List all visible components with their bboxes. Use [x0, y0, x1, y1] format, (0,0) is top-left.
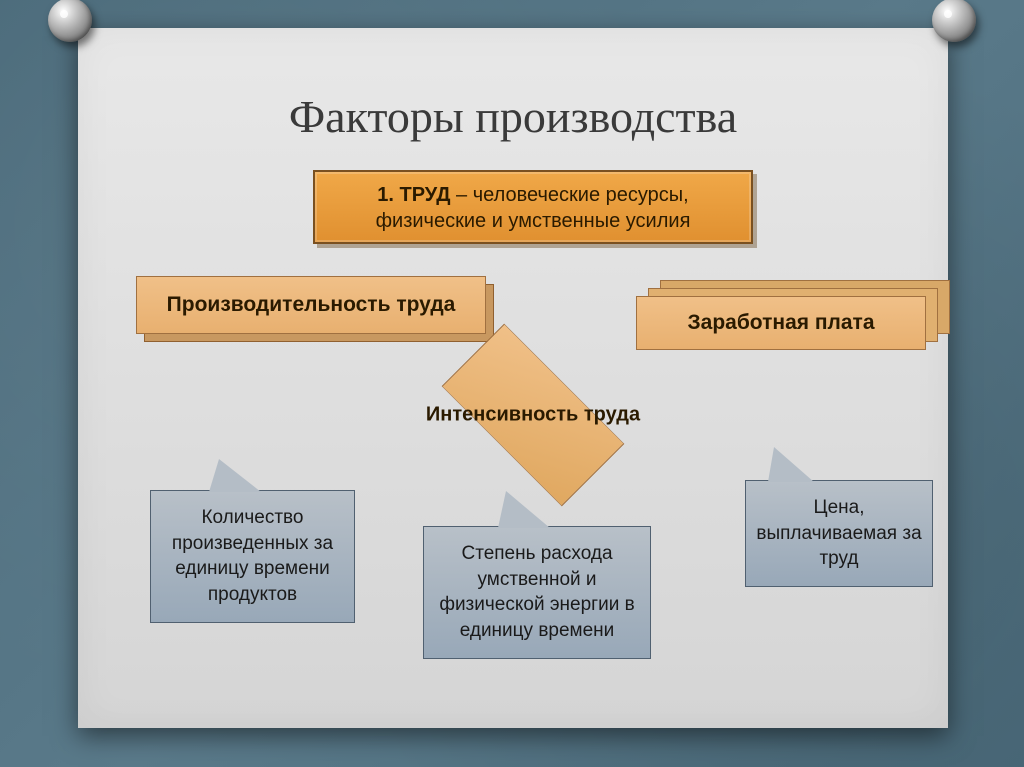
callout-tail-icon — [498, 491, 550, 528]
callout-text: Количество произведенных за единицу врем… — [172, 507, 333, 605]
pushpin-icon — [932, 0, 976, 42]
intensity-diamond-wrap: Интенсивность труда — [383, 350, 683, 480]
callout-tail-icon — [768, 447, 814, 482]
callout-text: Степень расхода умственной и физической … — [439, 543, 634, 641]
main-term: 1. ТРУД — [377, 184, 450, 206]
salary-box: Заработная плата — [636, 296, 926, 350]
salary-box-stack: Заработная плата — [636, 280, 946, 338]
callout-text: Цена, выплачиваемая за труд — [756, 497, 921, 569]
slide-title: Факторы производства — [78, 90, 948, 143]
callout-tail-icon — [209, 459, 261, 492]
pushpin-icon — [48, 0, 92, 42]
paper-sheet: Факторы производства 1. ТРУД – человечес… — [78, 28, 948, 728]
main-definition-box: 1. ТРУД – человеческие ресурсы, физическ… — [313, 170, 753, 244]
callout-productivity: Количество произведенных за единицу врем… — [150, 490, 355, 623]
intensity-label: Интенсивность труда — [383, 404, 683, 427]
callout-intensity: Степень расхода умственной и физической … — [423, 526, 651, 659]
productivity-box: Производительность труда — [136, 276, 486, 334]
callout-salary: Цена, выплачиваемая за труд — [745, 480, 933, 587]
